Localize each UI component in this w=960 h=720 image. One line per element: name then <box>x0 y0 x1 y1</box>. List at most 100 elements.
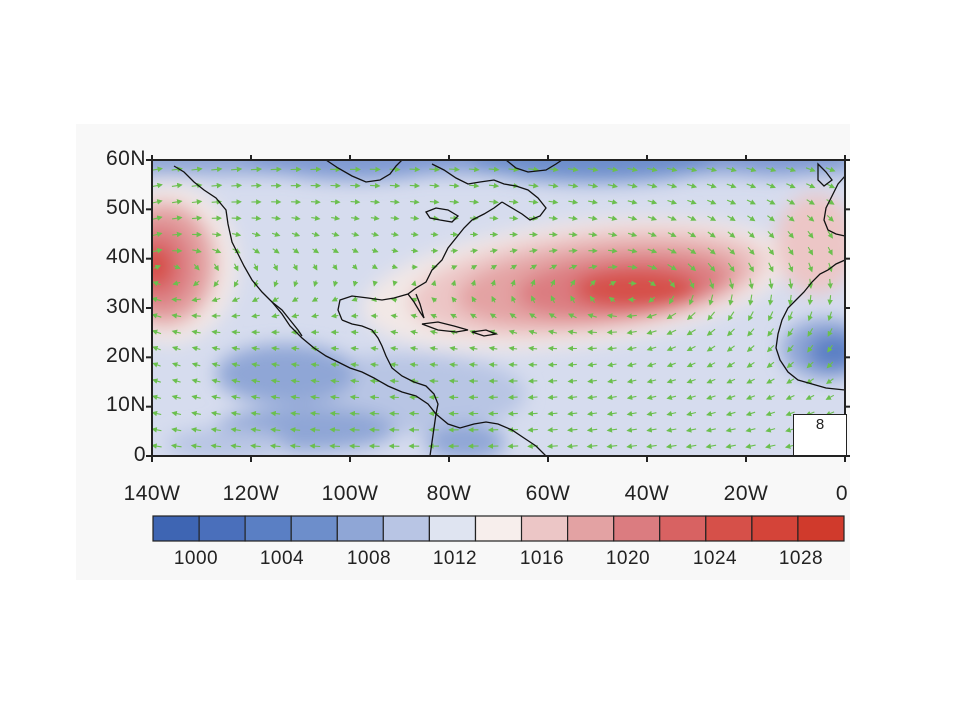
wind-vector-arrow <box>547 410 558 417</box>
colorbar-label-1024: 1024 <box>692 548 738 569</box>
wind-vector-arrow <box>705 443 717 449</box>
wind-vector-arrow <box>349 378 359 384</box>
wind-vector-arrow <box>687 215 697 221</box>
wind-vector-arrow <box>511 295 517 303</box>
wind-vector-arrow <box>191 313 201 319</box>
wind-vector-arrow <box>468 166 480 173</box>
wind-vector-arrow <box>331 231 340 237</box>
wind-vector-arrow <box>805 394 815 400</box>
wind-vector-arrow <box>588 231 598 238</box>
wind-vector-arrow <box>449 362 458 368</box>
wind-vector-arrow <box>370 182 381 189</box>
wind-vector-arrow <box>686 183 698 189</box>
wind-vector-arrow <box>289 427 301 433</box>
wind-vector-arrow <box>549 248 558 254</box>
wind-vector-arrow <box>726 166 737 173</box>
wind-vector-arrow <box>330 362 339 368</box>
wind-vector-arrow <box>469 182 480 189</box>
wind-vector-arrow <box>528 345 538 352</box>
coastline-south-america <box>435 413 547 456</box>
wind-vector-arrow <box>807 230 814 239</box>
wind-vector-arrow <box>725 427 736 433</box>
wind-vector-arrow <box>312 247 320 254</box>
wind-vector-arrow <box>152 346 161 352</box>
wind-vector-arrow <box>251 313 260 319</box>
wind-vector-arrow <box>666 378 676 384</box>
wind-vector-arrow <box>548 199 559 205</box>
wind-vector-arrow <box>411 280 417 287</box>
wind-vector-arrow <box>389 378 399 384</box>
wind-vector-arrow <box>152 281 161 287</box>
wind-vector-arrow <box>827 295 833 306</box>
wind-vector-arrow <box>191 166 203 173</box>
wind-vector-arrow <box>648 280 657 287</box>
wind-vector-arrow <box>825 166 836 173</box>
wind-vector-arrow <box>290 410 300 417</box>
wind-vector-arrow <box>826 361 834 369</box>
wind-vector-arrow <box>429 329 438 336</box>
wind-vector-arrow <box>646 443 657 449</box>
wind-vector-arrow <box>587 345 597 352</box>
wind-vector-arrow <box>390 313 398 319</box>
wind-vector-arrow <box>747 246 755 256</box>
wind-vector-arrow <box>547 427 558 433</box>
colorbar-swatch <box>290 515 338 542</box>
wind-vector-arrow <box>666 345 677 351</box>
wind-vector-arrow <box>608 296 616 303</box>
wind-vector-arrow <box>271 313 280 319</box>
figure: 60N 50N 40N 30N 20N 10N 0 140W 120W 100W… <box>76 124 850 580</box>
wind-vector-arrow <box>270 362 280 368</box>
wind-vector-arrow <box>310 378 320 384</box>
wind-vector-arrow <box>626 443 637 449</box>
colorbar-swatch <box>659 515 707 542</box>
wind-vector-arrow <box>785 166 797 173</box>
wind-vector-arrow <box>527 410 538 417</box>
wind-vector-arrow <box>250 410 261 417</box>
wind-vector-arrow <box>768 278 774 290</box>
wind-vector-arrow <box>826 215 834 222</box>
wind-vector-arrow <box>391 263 399 270</box>
wind-vector-arrow <box>568 264 578 270</box>
wind-vector-arrow <box>330 345 339 352</box>
wind-vector-arrow <box>567 361 577 368</box>
wind-vector-arrow <box>607 378 617 384</box>
wind-vector-arrow <box>507 443 519 449</box>
wind-vector-arrow <box>586 443 598 449</box>
wind-vector-arrow <box>706 410 716 417</box>
wind-vector-arrow <box>491 295 497 303</box>
wind-vector-arrow <box>332 264 338 271</box>
wind-vector-arrow <box>270 410 281 417</box>
wind-vector-arrow <box>707 199 717 205</box>
wind-vector-arrow <box>666 312 677 320</box>
wind-vector-arrow <box>607 199 618 205</box>
wind-vector-arrow <box>171 427 182 433</box>
wind-vector-arrow <box>152 182 163 189</box>
wind-vector-arrow <box>253 279 259 288</box>
wind-vector-arrow <box>647 264 658 270</box>
wind-vector-arrow <box>173 264 181 270</box>
wind-vector-arrow <box>627 248 638 254</box>
wind-vector-arrow <box>351 263 358 270</box>
wind-vector-arrow <box>251 296 260 302</box>
wind-vector-arrow <box>251 345 260 352</box>
coastline-hispaniola <box>471 329 499 337</box>
reference-vector-box: 8 <box>793 414 847 456</box>
wind-vector-arrow <box>666 410 677 417</box>
wind-vector-arrow <box>766 378 775 384</box>
wind-vector-arrow <box>292 248 300 254</box>
wind-vector-arrow <box>648 296 656 303</box>
wind-vector-arrow <box>431 297 438 303</box>
wind-vector-arrow <box>231 182 243 189</box>
wind-vector-arrow <box>570 295 576 304</box>
wind-vector-arrow <box>470 279 476 287</box>
colorbar-label-1028: 1028 <box>778 548 824 569</box>
wind-vector-arrow <box>191 362 201 368</box>
wind-vector-arrow <box>568 313 577 319</box>
coastline-uk <box>817 162 833 187</box>
wind-vector-arrow <box>807 262 813 273</box>
wind-vector-arrow <box>707 247 716 255</box>
wind-vector-arrow <box>568 231 578 238</box>
wind-vector-arrow <box>686 329 696 336</box>
wind-vector-arrow <box>152 215 163 221</box>
colorbar-label-1020: 1020 <box>605 548 651 569</box>
